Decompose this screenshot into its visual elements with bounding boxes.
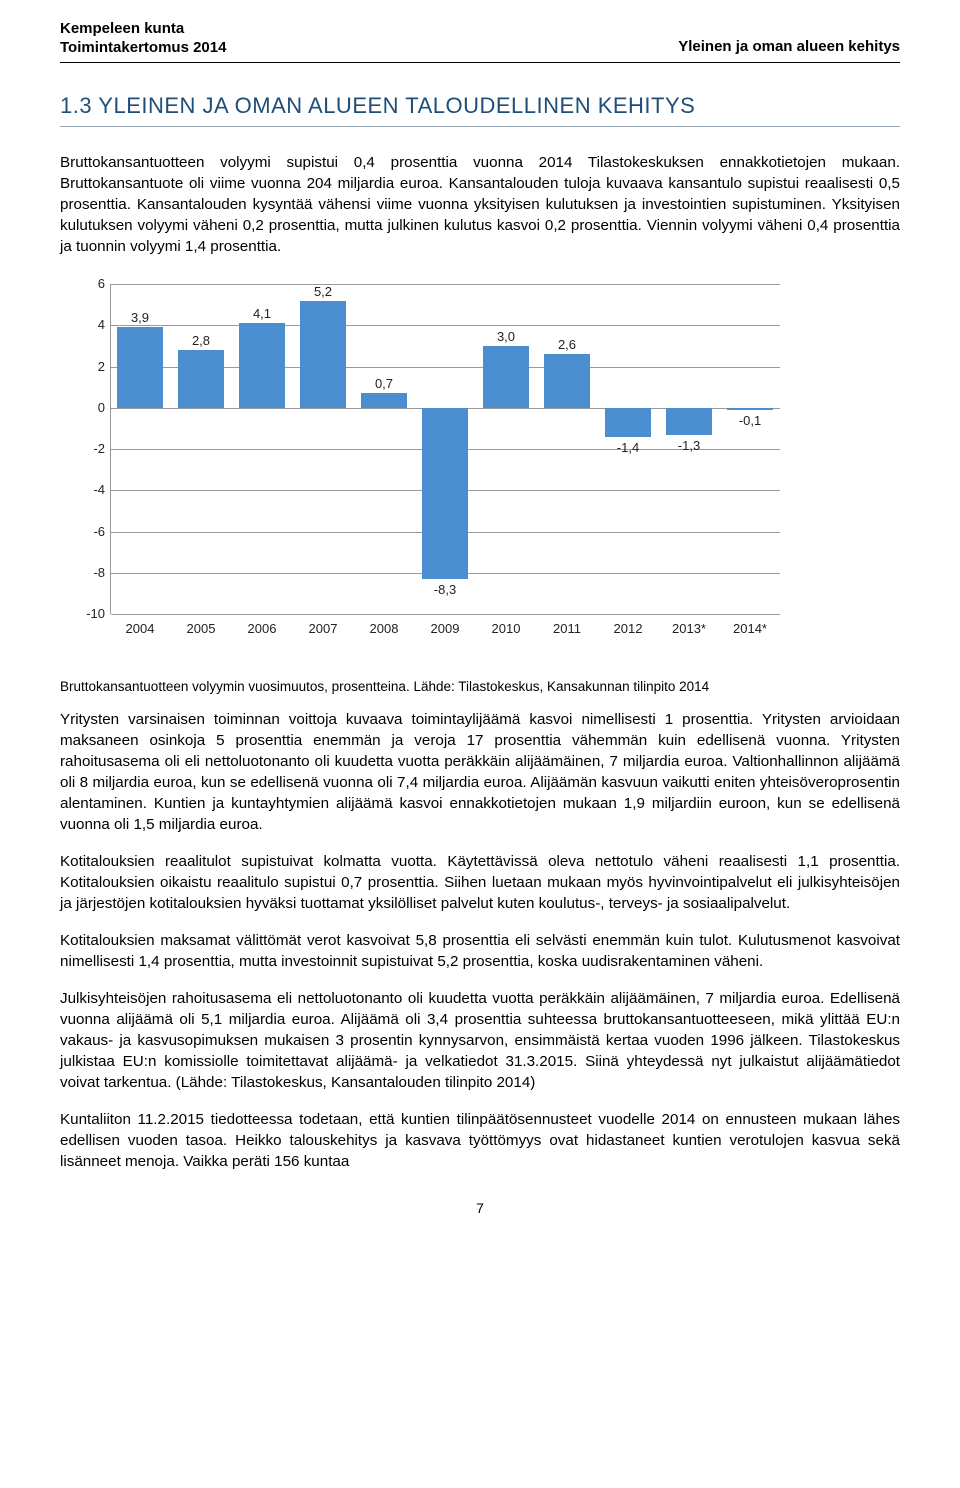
chart-value-label: 4,1	[232, 305, 292, 323]
chart-xtick-label: 2005	[171, 614, 231, 638]
chart-xtick-label: 2013*	[659, 614, 719, 638]
chart-xtick-label: 2004	[110, 614, 170, 638]
chart-bar	[666, 408, 712, 435]
paragraph-6: Kuntaliiton 11.2.2015 tiedotteessa todet…	[60, 1110, 900, 1173]
paragraph-2: Yritysten varsinaisen toiminnan voittoja…	[60, 710, 900, 836]
chart-xtick-label: 2006	[232, 614, 292, 638]
chart-ytick-label: 0	[98, 399, 111, 417]
chart-ytick-label: 6	[98, 275, 111, 293]
chart-bar	[361, 393, 407, 407]
chart-bar	[544, 354, 590, 408]
chart-ytick-label: -2	[93, 440, 111, 458]
chart-bar	[117, 327, 163, 407]
chart-value-label: -0,1	[720, 412, 780, 430]
gdp-chart: -10 -8 -6 -4 -2 0 2 4 6 3,9 2004 2,8 2005 4,1 2006 5,2 2…	[60, 274, 790, 654]
page-number: 7	[60, 1199, 900, 1218]
doc-title: Toimintakertomus 2014	[60, 39, 226, 58]
chart-ytick-label: -8	[93, 564, 111, 582]
chart-value-label: -1,3	[659, 437, 719, 455]
chart-bar	[727, 408, 773, 410]
chart-grid-line	[111, 325, 780, 326]
chart-canvas: -10 -8 -6 -4 -2 0 2 4 6 3,9 2004 2,8 2005 4,1 2006 5,2 2…	[60, 274, 790, 654]
header-section: Yleinen ja oman alueen kehitys	[678, 37, 900, 57]
chart-bar	[605, 408, 651, 437]
chart-caption: Bruttokansantuotteen volyymin vuosimuuto…	[60, 678, 900, 696]
chart-value-label: 5,2	[293, 283, 353, 301]
chart-bar	[239, 323, 285, 408]
paragraph-3: Kotitalouksien reaalitulot supistuivat k…	[60, 852, 900, 915]
chart-value-label: 2,6	[537, 336, 597, 354]
chart-ytick-label: -6	[93, 523, 111, 541]
chart-ytick-label: -4	[93, 482, 111, 500]
org-name: Kempeleen kunta	[60, 20, 226, 39]
chart-bar	[300, 301, 346, 408]
chart-value-label: -1,4	[598, 439, 658, 457]
chart-xtick-label: 2014*	[720, 614, 780, 638]
chart-xtick-label: 2008	[354, 614, 414, 638]
chart-xtick-label: 2009	[415, 614, 475, 638]
header-left: Kempeleen kunta Toimintakertomus 2014	[60, 20, 226, 58]
page-header: Kempeleen kunta Toimintakertomus 2014 Yl…	[60, 20, 900, 63]
chart-value-label: 0,7	[354, 375, 414, 393]
chart-ytick-label: 4	[98, 317, 111, 335]
paragraph-4: Kotitalouksien maksamat välittömät verot…	[60, 931, 900, 973]
chart-ytick-label: -10	[86, 605, 111, 623]
chart-xtick-label: 2011	[537, 614, 597, 638]
chart-value-label: 2,8	[171, 332, 231, 350]
chart-bar	[422, 408, 468, 579]
chart-bar	[483, 346, 529, 408]
chart-plot-area: -10-8-6-4-202463,920042,820054,120065,22…	[110, 284, 780, 614]
chart-grid-line	[111, 284, 780, 285]
chart-value-label: 3,9	[110, 309, 170, 327]
chart-value-label: 3,0	[476, 328, 536, 346]
chart-xtick-label: 2007	[293, 614, 353, 638]
chart-value-label: -8,3	[415, 581, 475, 599]
paragraph-1: Bruttokansantuotteen volyymi supistui 0,…	[60, 153, 900, 258]
chart-xtick-label: 2012	[598, 614, 658, 638]
section-title: 1.3 YLEINEN JA OMAN ALUEEN TALOUDELLINEN…	[60, 91, 900, 128]
chart-xtick-label: 2010	[476, 614, 536, 638]
chart-bar	[178, 350, 224, 408]
paragraph-5: Julkisyhteisöjen rahoitusasema eli netto…	[60, 989, 900, 1094]
chart-ytick-label: 2	[98, 358, 111, 376]
